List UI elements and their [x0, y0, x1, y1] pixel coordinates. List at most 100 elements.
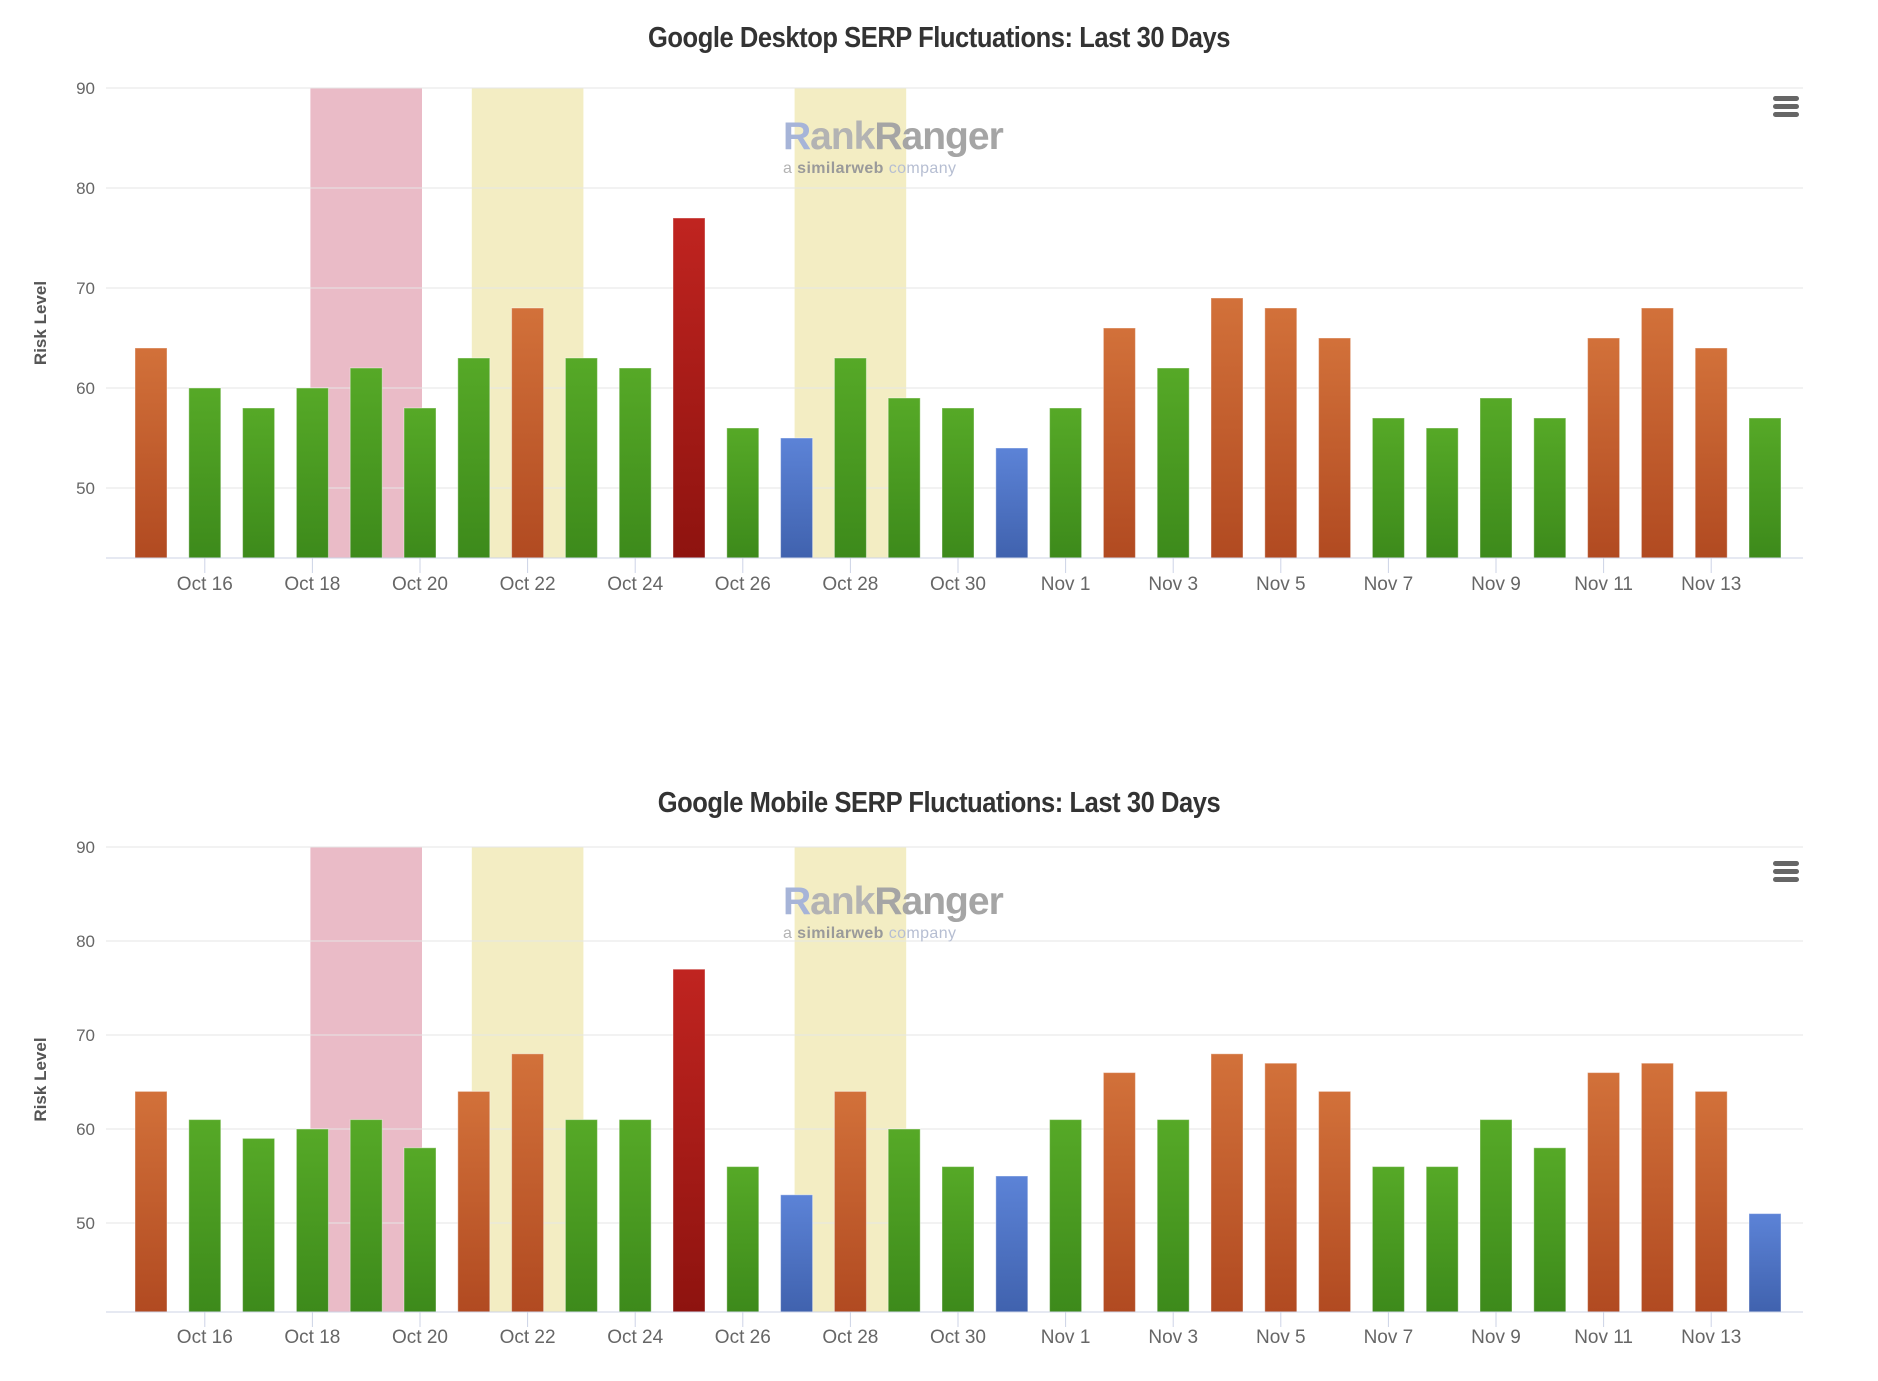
bar-oct-30[interactable] — [941, 1166, 975, 1313]
bar-oct-29[interactable] — [887, 1128, 921, 1313]
bar-nov-1[interactable] — [1049, 407, 1083, 559]
x-tick-label-nov-9: Nov 9 — [1471, 1327, 1521, 1348]
bar-nov-4[interactable] — [1210, 1053, 1244, 1313]
x-tick-label-oct-20: Oct 20 — [392, 1327, 448, 1348]
bar-oct-18[interactable] — [295, 1128, 329, 1313]
bar-oct-25[interactable] — [672, 968, 706, 1313]
x-tick-label-nov-13: Nov 13 — [1681, 1327, 1741, 1348]
y-tick-label-70: 70 — [76, 279, 95, 298]
bar-nov-5[interactable] — [1264, 1062, 1298, 1313]
x-tick-label-oct-30: Oct 30 — [930, 1327, 986, 1348]
y-tick-label-50: 50 — [76, 1214, 95, 1233]
bar-oct-27[interactable] — [780, 1194, 814, 1313]
bar-oct-15[interactable] — [134, 1090, 168, 1313]
bar-nov-13[interactable] — [1694, 347, 1728, 559]
bar-oct-26[interactable] — [726, 1166, 760, 1313]
bar-oct-29[interactable] — [887, 397, 921, 559]
bar-oct-28[interactable] — [833, 357, 867, 559]
x-tick-label-nov-3: Nov 3 — [1148, 574, 1198, 595]
bar-oct-17[interactable] — [242, 407, 276, 559]
bar-nov-9[interactable] — [1479, 397, 1513, 559]
bar-oct-19[interactable] — [349, 367, 383, 559]
bar-oct-23[interactable] — [564, 1119, 598, 1313]
mobile-chart-plot-area[interactable]: 50 60 70 80 90 Oct 16 Oct 18 Oct 20 Oct 22 Oct 24… — [0, 765, 1878, 1381]
bar-nov-3[interactable] — [1156, 1119, 1190, 1313]
bar-nov-12[interactable] — [1640, 307, 1674, 559]
x-tick-label-nov-7: Nov 7 — [1364, 1327, 1414, 1348]
bar-oct-20[interactable] — [403, 407, 437, 559]
y-axis-title: Risk Level — [31, 281, 50, 365]
bar-oct-23[interactable] — [564, 357, 598, 559]
bar-oct-16[interactable] — [188, 1119, 222, 1313]
bar-nov-14[interactable] — [1748, 417, 1782, 559]
x-tick-label-oct-26: Oct 26 — [715, 1327, 771, 1348]
x-tick-label-oct-22: Oct 22 — [500, 574, 556, 595]
bar-nov-7[interactable] — [1371, 417, 1405, 559]
bar-oct-19[interactable] — [349, 1119, 383, 1313]
bar-nov-7[interactable] — [1371, 1166, 1405, 1313]
bar-nov-4[interactable] — [1210, 297, 1244, 559]
x-tick-label-nov-11: Nov 11 — [1574, 1327, 1633, 1348]
y-tick-label-70: 70 — [76, 1026, 95, 1045]
bar-oct-22[interactable] — [511, 307, 545, 559]
y-tick-label-80: 80 — [76, 179, 95, 198]
bar-nov-12[interactable] — [1640, 1062, 1674, 1313]
bar-oct-24[interactable] — [618, 1119, 652, 1313]
bar-nov-2[interactable] — [1102, 1072, 1136, 1313]
y-tick-label-60: 60 — [76, 1120, 95, 1139]
bar-nov-3[interactable] — [1156, 367, 1190, 559]
bar-oct-21[interactable] — [457, 1090, 491, 1313]
bar-oct-28[interactable] — [833, 1090, 867, 1313]
y-tick-label-90: 90 — [76, 79, 95, 98]
bar-oct-18[interactable] — [295, 387, 329, 559]
desktop-serp-chart: 50 60 70 80 90 Oct 16 Oct 18 Oct 20 Oct 22 Oct 24… — [0, 0, 1878, 660]
bar-oct-31[interactable] — [995, 1175, 1029, 1313]
bar-nov-6[interactable] — [1318, 1090, 1352, 1313]
x-tick-label-nov-5: Nov 5 — [1256, 574, 1306, 595]
y-tick-label-90: 90 — [76, 838, 95, 857]
bar-nov-5[interactable] — [1264, 307, 1298, 559]
x-tick-label-nov-13: Nov 13 — [1681, 574, 1741, 595]
bar-oct-22[interactable] — [511, 1053, 545, 1313]
bar-nov-8[interactable] — [1425, 427, 1459, 559]
y-tick-label-50: 50 — [76, 479, 95, 498]
bar-oct-25[interactable] — [672, 217, 706, 559]
bar-oct-15[interactable] — [134, 347, 168, 559]
bar-nov-11[interactable] — [1587, 337, 1621, 559]
bar-nov-10[interactable] — [1533, 417, 1567, 559]
x-tick-label-oct-16: Oct 16 — [177, 574, 233, 595]
bar-oct-30[interactable] — [941, 407, 975, 559]
bar-oct-26[interactable] — [726, 427, 760, 559]
mobile-chart-title: Google Mobile SERP Fluctuations: Last 30… — [657, 787, 1221, 819]
x-tick-label-oct-16: Oct 16 — [177, 1327, 233, 1348]
bar-oct-20[interactable] — [403, 1147, 437, 1313]
x-tick-label-nov-3: Nov 3 — [1148, 1327, 1198, 1348]
desktop-chart-plot-area[interactable]: 50 60 70 80 90 Oct 16 Oct 18 Oct 20 Oct 22 Oct 24… — [0, 0, 1878, 660]
x-tick-label-oct-24: Oct 24 — [607, 574, 663, 595]
mobile-serp-chart: 50 60 70 80 90 Oct 16 Oct 18 Oct 20 Oct 22 Oct 24… — [0, 765, 1878, 1381]
bar-oct-16[interactable] — [188, 387, 222, 559]
chart-context-menu-icon[interactable] — [1773, 96, 1799, 117]
x-tick-label-oct-20: Oct 20 — [392, 574, 448, 595]
x-tick-label-nov-7: Nov 7 — [1364, 574, 1414, 595]
bar-nov-11[interactable] — [1587, 1072, 1621, 1313]
desktop-chart-title: Google Desktop SERP Fluctuations: Last 3… — [647, 22, 1230, 54]
x-tick-label-oct-24: Oct 24 — [607, 1327, 663, 1348]
bar-nov-10[interactable] — [1533, 1147, 1567, 1313]
x-tick-label-oct-30: Oct 30 — [930, 574, 986, 595]
bar-nov-8[interactable] — [1425, 1166, 1459, 1313]
bar-oct-24[interactable] — [618, 367, 652, 559]
bar-oct-27[interactable] — [780, 437, 814, 559]
bar-nov-14[interactable] — [1748, 1213, 1782, 1313]
bar-nov-2[interactable] — [1102, 327, 1136, 559]
bar-oct-31[interactable] — [995, 447, 1029, 559]
chart-context-menu-icon[interactable] — [1773, 861, 1799, 882]
bar-oct-21[interactable] — [457, 357, 491, 559]
bar-oct-17[interactable] — [242, 1137, 276, 1313]
bar-nov-1[interactable] — [1049, 1119, 1083, 1313]
bar-nov-6[interactable] — [1318, 337, 1352, 559]
x-tick-label-oct-18: Oct 18 — [284, 574, 340, 595]
bar-nov-13[interactable] — [1694, 1090, 1728, 1313]
x-tick-label-oct-28: Oct 28 — [822, 574, 878, 595]
bar-nov-9[interactable] — [1479, 1119, 1513, 1313]
